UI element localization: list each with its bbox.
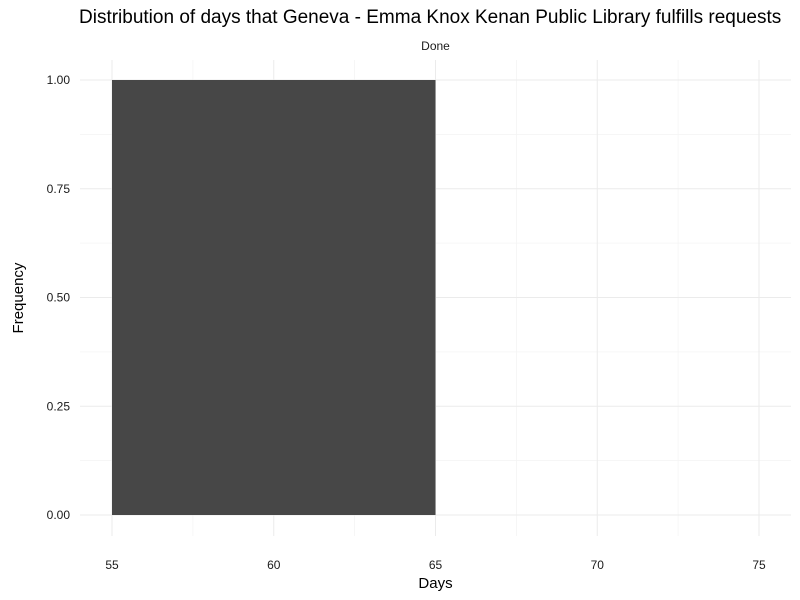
x-axis-title: Days: [418, 575, 452, 592]
x-tick-label: 70: [591, 558, 605, 572]
y-tick-label: 0.25: [47, 399, 71, 413]
chart-title: Distribution of days that Geneva - Emma …: [79, 7, 781, 28]
y-tick-label: 0.50: [47, 291, 71, 305]
x-tick-label: 60: [267, 558, 281, 572]
y-axis-title: Frequency: [10, 262, 27, 333]
x-tick-label: 75: [752, 558, 766, 572]
x-tick-labels: 55 60 65 70 75: [105, 558, 766, 572]
y-tick-label: 1.00: [47, 73, 71, 87]
x-tick-label: 65: [429, 558, 443, 572]
x-tick-label: 55: [105, 558, 119, 572]
y-tick-label: 0.75: [47, 182, 71, 196]
facet-strip-label: Done: [421, 39, 450, 53]
y-tick-labels: 0.00 0.25 0.50 0.75 1.00: [47, 73, 71, 522]
bars: [112, 80, 436, 515]
histogram-bar: [112, 80, 436, 515]
y-tick-label: 0.00: [47, 508, 71, 522]
